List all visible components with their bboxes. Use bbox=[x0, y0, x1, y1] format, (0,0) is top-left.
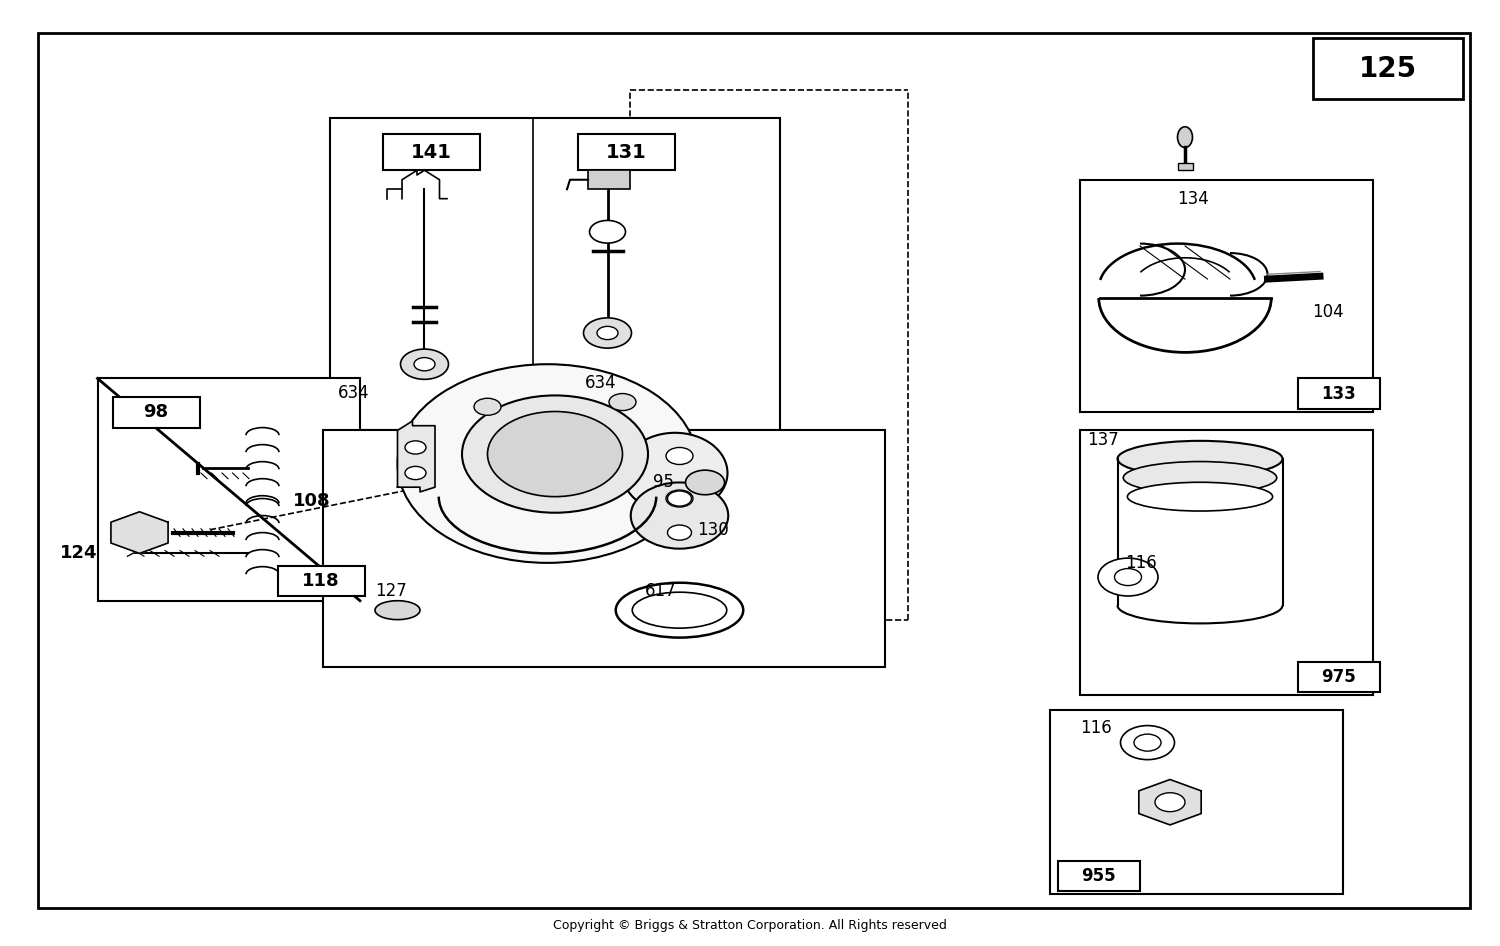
Bar bbox=[1298, 662, 1380, 692]
Circle shape bbox=[1134, 734, 1161, 751]
Ellipse shape bbox=[630, 482, 729, 549]
Text: 133: 133 bbox=[1322, 384, 1356, 403]
Bar bbox=[330, 118, 780, 430]
Text: 108: 108 bbox=[292, 492, 330, 511]
Circle shape bbox=[1120, 726, 1174, 760]
Bar bbox=[1312, 38, 1462, 99]
Circle shape bbox=[474, 398, 501, 415]
Text: 118: 118 bbox=[302, 571, 340, 590]
Circle shape bbox=[668, 525, 692, 540]
Ellipse shape bbox=[375, 601, 420, 620]
Ellipse shape bbox=[1124, 462, 1276, 494]
Text: 634: 634 bbox=[585, 374, 616, 393]
Ellipse shape bbox=[1128, 482, 1272, 511]
Bar bbox=[112, 397, 200, 428]
Text: 98: 98 bbox=[144, 403, 168, 422]
Text: 955: 955 bbox=[1082, 867, 1116, 885]
Circle shape bbox=[405, 441, 426, 454]
Text: 125: 125 bbox=[1359, 55, 1416, 82]
Circle shape bbox=[609, 394, 636, 411]
Text: 634: 634 bbox=[338, 383, 369, 402]
Bar bbox=[1080, 180, 1372, 412]
Circle shape bbox=[1155, 793, 1185, 812]
Text: 116: 116 bbox=[1125, 553, 1156, 572]
Polygon shape bbox=[398, 421, 435, 492]
Circle shape bbox=[1098, 558, 1158, 596]
Circle shape bbox=[590, 220, 626, 243]
Bar bbox=[1178, 163, 1192, 170]
Text: 116: 116 bbox=[1080, 719, 1112, 738]
Circle shape bbox=[405, 466, 426, 480]
Bar bbox=[322, 430, 885, 667]
Bar bbox=[98, 378, 360, 601]
Circle shape bbox=[668, 491, 692, 506]
Polygon shape bbox=[1138, 780, 1202, 825]
Polygon shape bbox=[111, 512, 168, 553]
Ellipse shape bbox=[632, 592, 726, 628]
Bar bbox=[382, 134, 480, 170]
Text: 104: 104 bbox=[1312, 303, 1344, 322]
Text: 131: 131 bbox=[606, 143, 646, 162]
Circle shape bbox=[1114, 569, 1142, 586]
Text: 141: 141 bbox=[411, 143, 452, 162]
Circle shape bbox=[686, 470, 724, 495]
Text: 134: 134 bbox=[1178, 189, 1209, 208]
Text: 975: 975 bbox=[1322, 668, 1356, 687]
Ellipse shape bbox=[398, 364, 698, 563]
Ellipse shape bbox=[1178, 127, 1192, 148]
Text: BRIGGS&STRATTON: BRIGGS&STRATTON bbox=[522, 487, 858, 516]
Bar bbox=[1298, 378, 1380, 409]
Text: 617: 617 bbox=[645, 582, 676, 601]
Circle shape bbox=[488, 412, 622, 497]
Text: Copyright © Briggs & Stratton Corporation. All Rights reserved: Copyright © Briggs & Stratton Corporatio… bbox=[554, 919, 946, 932]
Ellipse shape bbox=[1118, 441, 1282, 477]
Bar bbox=[578, 134, 675, 170]
Circle shape bbox=[414, 358, 435, 371]
Bar bbox=[1050, 710, 1342, 894]
Bar bbox=[1080, 430, 1372, 695]
Bar bbox=[278, 566, 364, 596]
Circle shape bbox=[597, 326, 618, 340]
Text: 130: 130 bbox=[698, 520, 729, 539]
Circle shape bbox=[584, 318, 632, 348]
Circle shape bbox=[462, 395, 648, 513]
Text: 137: 137 bbox=[1088, 430, 1119, 449]
Text: 124: 124 bbox=[60, 544, 98, 563]
Bar bbox=[588, 170, 630, 189]
Circle shape bbox=[666, 447, 693, 464]
Circle shape bbox=[666, 490, 693, 507]
Ellipse shape bbox=[622, 433, 728, 513]
Bar bbox=[1058, 861, 1140, 891]
Text: 127: 127 bbox=[375, 582, 406, 601]
Circle shape bbox=[400, 349, 448, 379]
Ellipse shape bbox=[615, 583, 744, 638]
Text: 95: 95 bbox=[652, 473, 674, 492]
